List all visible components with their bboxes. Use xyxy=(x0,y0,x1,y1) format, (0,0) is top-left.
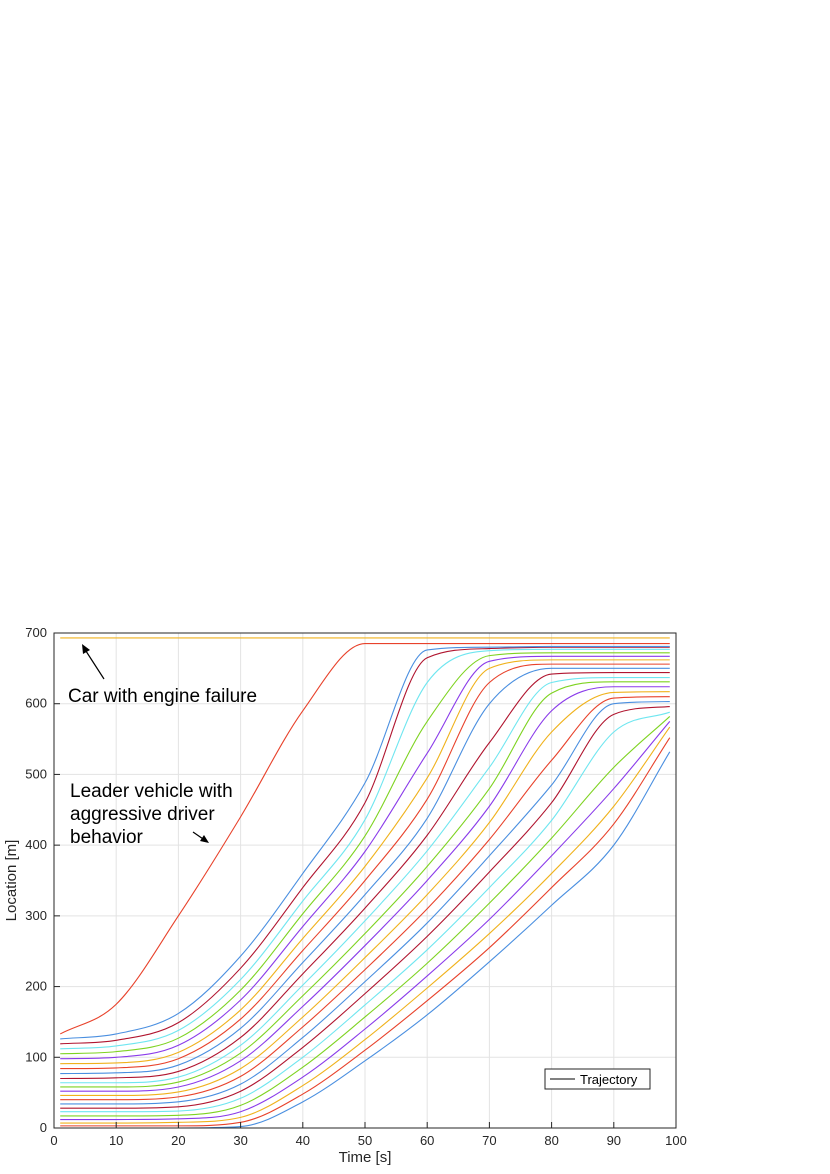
x-tick-label: 70 xyxy=(482,1133,496,1148)
y-axis-label: Location [m] xyxy=(3,840,20,922)
y-tick-label: 700 xyxy=(25,625,47,640)
trajectory-line xyxy=(59,643,670,1035)
trajectory-line xyxy=(60,655,670,1060)
y-tick-label: 400 xyxy=(25,837,47,852)
trajectory-line xyxy=(60,645,670,1040)
trajectory-line xyxy=(60,701,670,1105)
trajectory-line xyxy=(60,737,671,1127)
annotation-engine-failure-arrow xyxy=(83,647,105,680)
trajectory-line xyxy=(60,711,670,1113)
y-tick-label: 100 xyxy=(25,1049,47,1064)
annotation-leader-vehicle: Leader vehicle with aggressive driver be… xyxy=(70,781,233,848)
trajectory-line xyxy=(60,691,670,1097)
y-ticks: 0 100 200 300 400 500 600 700 xyxy=(25,625,60,1135)
annotation-leader-line-3: behavior xyxy=(70,827,144,848)
x-tick-label: 80 xyxy=(544,1133,558,1148)
trajectory-line xyxy=(60,646,670,1045)
trajectory-line xyxy=(60,667,670,1075)
annotation-engine-failure: Car with engine failure xyxy=(68,644,257,707)
x-tick-label: 60 xyxy=(420,1133,434,1148)
annotation-leader-line-1: Leader vehicle with xyxy=(70,781,233,802)
x-ticks: 0 10 20 30 40 50 60 70 80 90 100 xyxy=(50,1122,687,1148)
y-tick-label: 200 xyxy=(25,979,47,994)
trajectory-line xyxy=(60,716,671,1117)
annotation-leader-arrowhead xyxy=(200,835,209,843)
legend-entry-trajectory: Trajectory xyxy=(580,1072,638,1087)
x-tick-label: 50 xyxy=(358,1133,372,1148)
x-tick-label: 30 xyxy=(233,1133,247,1148)
x-tick-label: 20 xyxy=(171,1133,185,1148)
x-tick-label: 40 xyxy=(296,1133,310,1148)
trajectory-line xyxy=(60,663,670,1070)
trajectory-line xyxy=(60,726,671,1124)
trajectory-line xyxy=(60,686,670,1092)
annotation-leader-line-2: aggressive driver xyxy=(70,804,215,825)
annotation-engine-failure-text: Car with engine failure xyxy=(68,686,257,707)
annotation-engine-failure-arrowhead xyxy=(82,644,90,654)
legend-box xyxy=(544,1068,651,1090)
x-tick-label: 100 xyxy=(665,1133,687,1148)
x-tick-label: 10 xyxy=(109,1133,123,1148)
x-tick-label: 90 xyxy=(607,1133,621,1148)
y-tick-label: 300 xyxy=(25,908,47,923)
y-tick-label: 500 xyxy=(25,766,47,781)
y-tick-label: 0 xyxy=(40,1120,47,1135)
trajectory-line xyxy=(60,652,670,1055)
trajectory-line xyxy=(60,696,670,1101)
trajectory-line xyxy=(60,721,671,1121)
series-group xyxy=(59,637,671,1129)
trajectory-line xyxy=(60,659,670,1065)
trajectory-line xyxy=(60,677,670,1084)
y-tick-label: 600 xyxy=(25,696,47,711)
x-tick-label: 0 xyxy=(50,1133,57,1148)
trajectory-line xyxy=(60,681,670,1088)
trajectory-line xyxy=(60,648,670,1050)
legend: Trajectory xyxy=(544,1068,651,1090)
trajectory-line xyxy=(60,672,670,1080)
trajectory-line xyxy=(60,705,670,1109)
x-axis-label: Time [s] xyxy=(339,1149,392,1166)
